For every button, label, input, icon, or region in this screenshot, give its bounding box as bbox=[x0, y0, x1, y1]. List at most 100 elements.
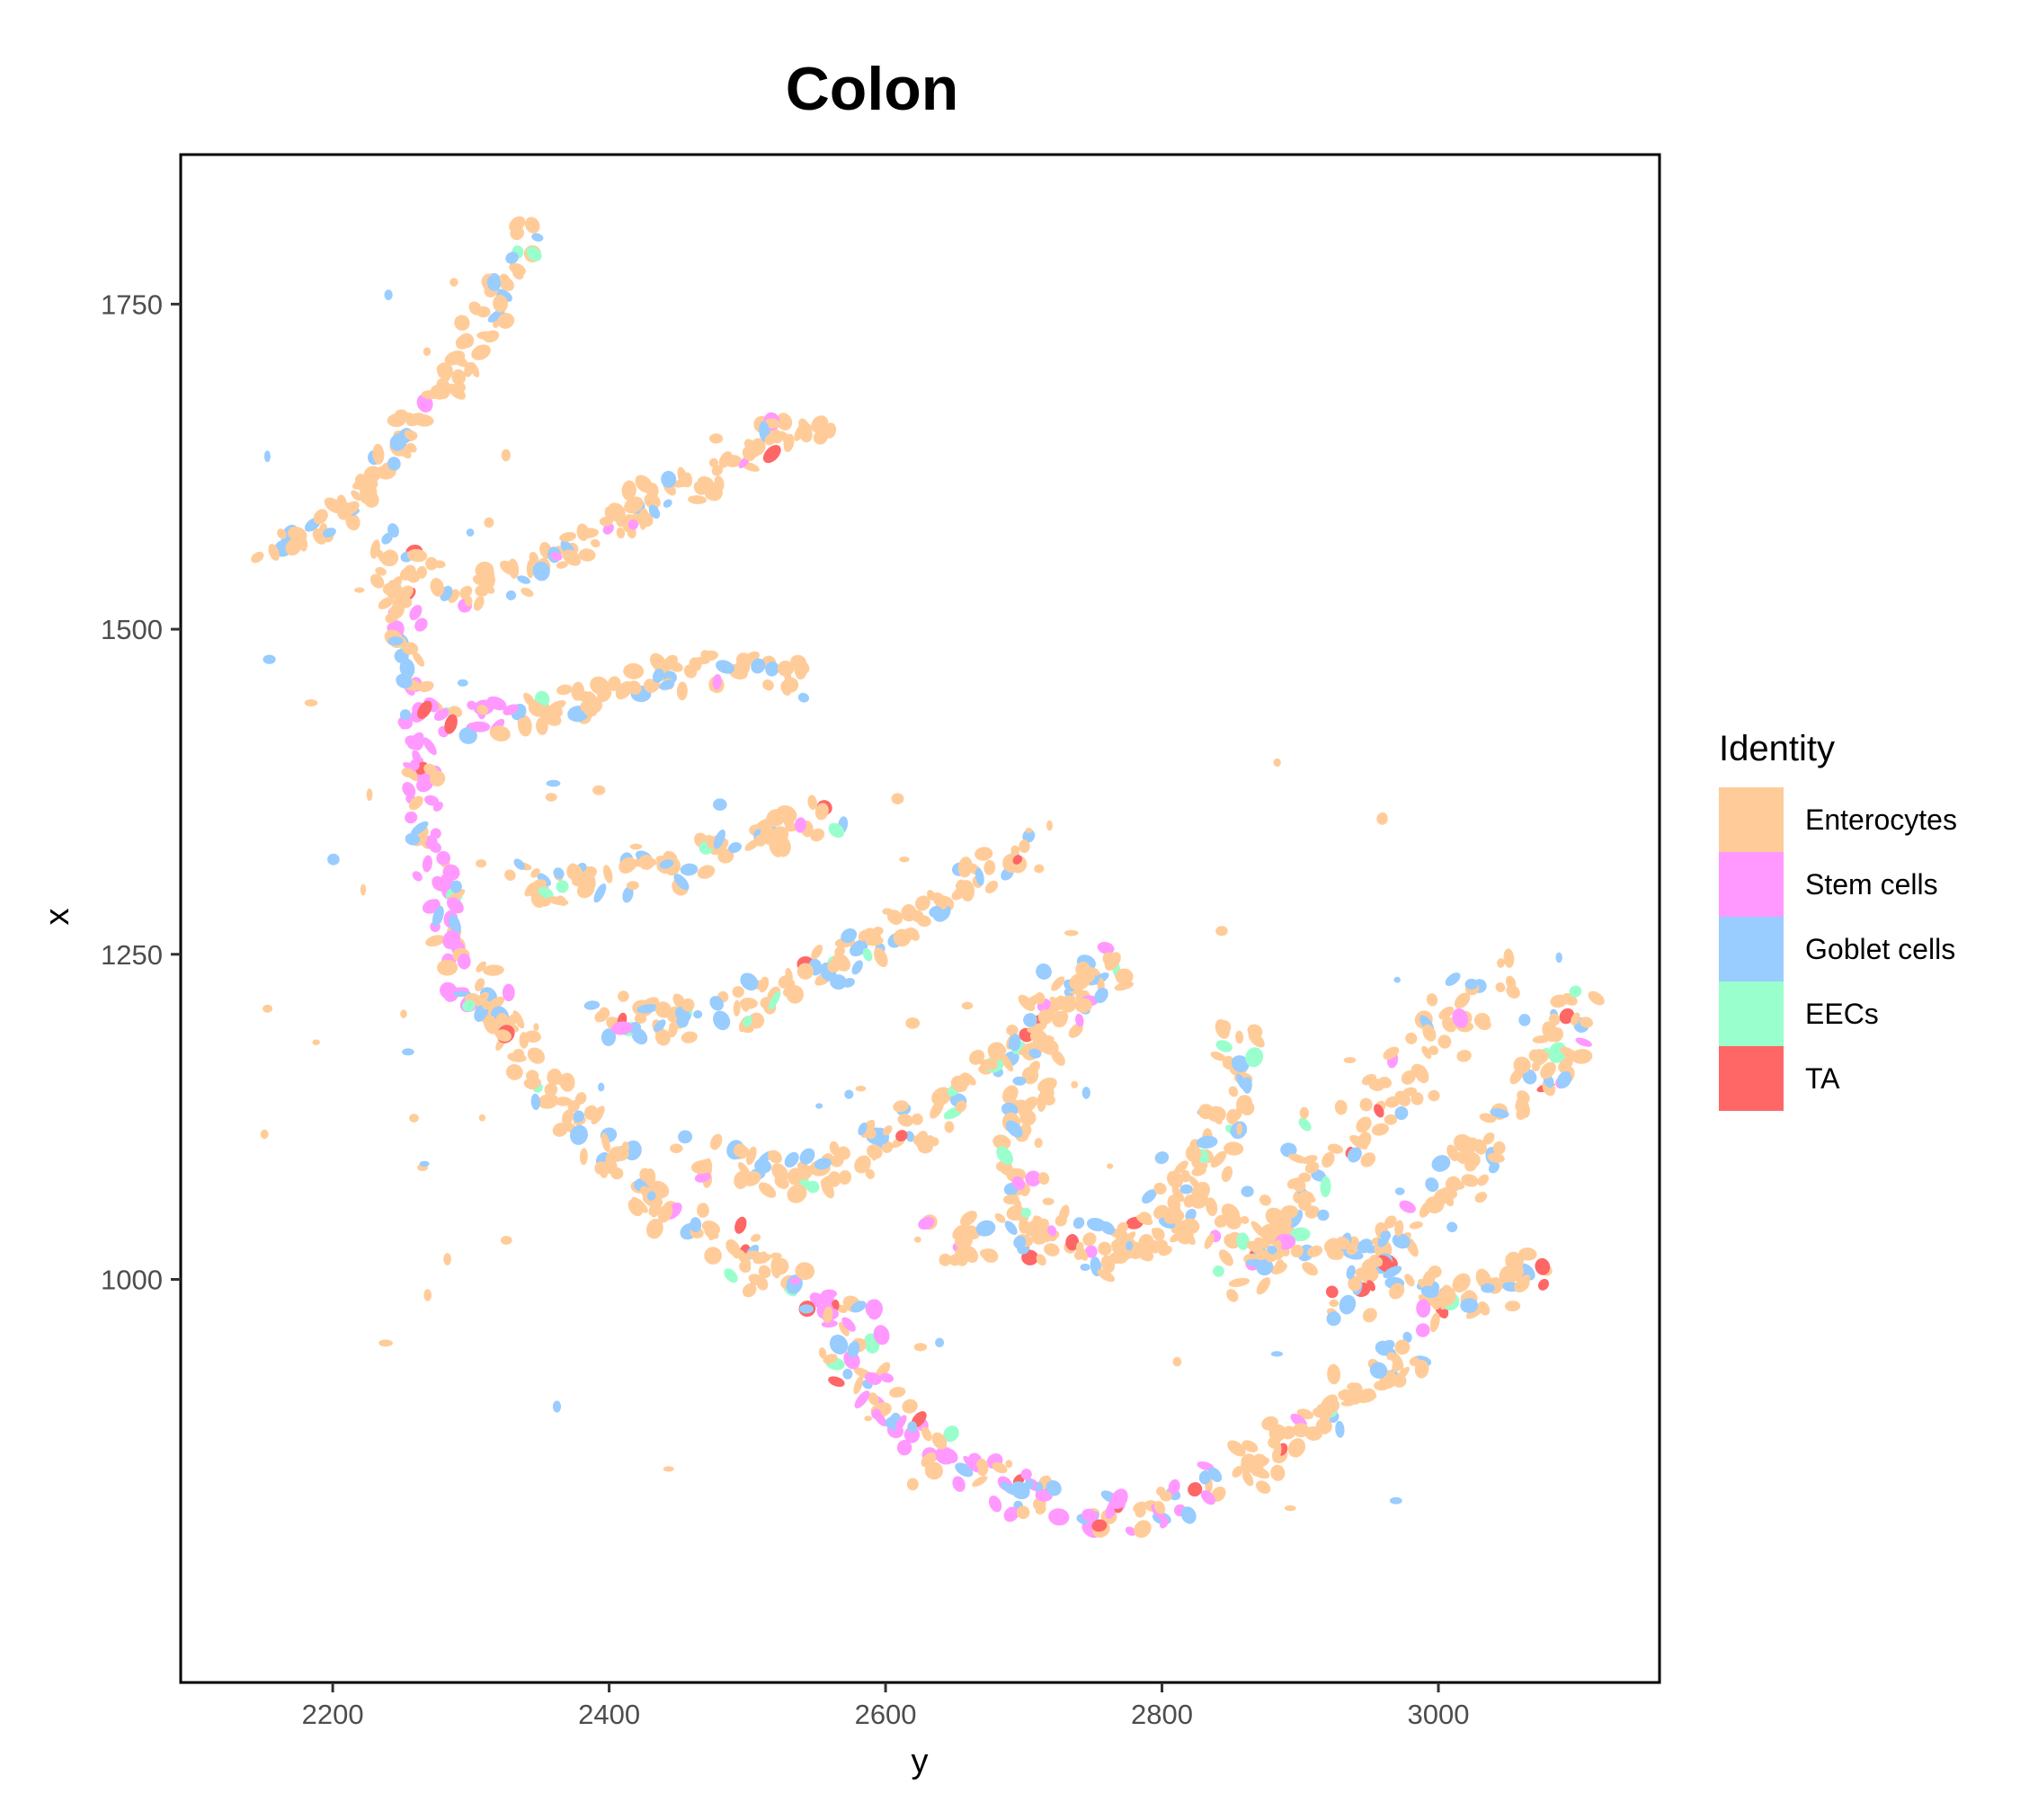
cell bbox=[975, 1458, 989, 1477]
cell bbox=[1034, 992, 1046, 1005]
cell bbox=[432, 905, 444, 927]
cell bbox=[963, 1455, 979, 1473]
cell bbox=[1063, 929, 1079, 937]
cell bbox=[1020, 1469, 1032, 1480]
cell bbox=[1204, 1233, 1215, 1249]
cell bbox=[526, 559, 535, 579]
cell bbox=[1460, 1298, 1479, 1313]
cell bbox=[399, 709, 411, 721]
cell bbox=[1452, 1008, 1469, 1028]
cell bbox=[895, 1130, 908, 1142]
cell bbox=[1170, 1230, 1187, 1243]
cell bbox=[1284, 1505, 1296, 1512]
cell bbox=[1011, 1176, 1026, 1191]
cell bbox=[701, 1221, 721, 1235]
cell bbox=[402, 1048, 414, 1056]
cell bbox=[758, 1265, 771, 1279]
cell bbox=[1073, 1250, 1084, 1260]
cell bbox=[1273, 758, 1281, 768]
cell bbox=[1394, 1366, 1410, 1382]
cell bbox=[1236, 1123, 1242, 1135]
cell bbox=[762, 679, 774, 691]
cell bbox=[1437, 1034, 1452, 1049]
cell bbox=[559, 531, 577, 542]
cell bbox=[285, 538, 302, 556]
cell bbox=[505, 252, 519, 264]
cell bbox=[748, 1274, 768, 1286]
cell bbox=[1198, 1470, 1211, 1485]
cell bbox=[702, 650, 718, 661]
cell bbox=[858, 929, 870, 942]
cell bbox=[839, 1321, 850, 1336]
cell bbox=[1172, 1356, 1182, 1367]
cell bbox=[505, 590, 517, 600]
cell bbox=[397, 715, 413, 730]
cell bbox=[1393, 976, 1401, 983]
cell bbox=[1317, 1209, 1330, 1221]
cell bbox=[529, 551, 539, 565]
cell bbox=[868, 1392, 879, 1406]
cell bbox=[905, 1131, 915, 1142]
cell bbox=[681, 998, 695, 1012]
cell bbox=[654, 1019, 666, 1032]
cell bbox=[556, 880, 569, 893]
cell bbox=[716, 660, 734, 674]
cell bbox=[396, 673, 413, 688]
cell bbox=[485, 584, 495, 594]
cell bbox=[713, 829, 725, 849]
cell bbox=[1286, 1178, 1300, 1189]
cell bbox=[1504, 1301, 1521, 1312]
cell bbox=[423, 1289, 432, 1301]
cell bbox=[1168, 1478, 1180, 1496]
cell bbox=[746, 1146, 757, 1166]
cell bbox=[979, 1248, 997, 1261]
cell bbox=[952, 1476, 966, 1492]
cell bbox=[387, 523, 399, 538]
cell bbox=[1210, 1051, 1226, 1061]
cell bbox=[537, 873, 552, 886]
cell bbox=[823, 1354, 838, 1364]
cell bbox=[1226, 1289, 1239, 1302]
cell bbox=[1371, 1123, 1389, 1136]
cell bbox=[1215, 926, 1228, 937]
cell bbox=[423, 347, 432, 357]
cell bbox=[1505, 975, 1517, 990]
cell bbox=[661, 470, 677, 488]
y-axis-title: x bbox=[39, 909, 76, 926]
cell bbox=[681, 1031, 698, 1043]
cell bbox=[524, 882, 537, 897]
cell bbox=[724, 1268, 738, 1283]
cell bbox=[417, 700, 432, 719]
cell bbox=[1071, 1080, 1079, 1088]
cell bbox=[1540, 1061, 1556, 1079]
cell bbox=[1023, 1013, 1037, 1027]
cell bbox=[513, 858, 525, 870]
cell bbox=[484, 517, 494, 528]
cell bbox=[1289, 1210, 1304, 1228]
cell bbox=[1240, 1100, 1255, 1116]
cell bbox=[1302, 1262, 1319, 1276]
cell bbox=[728, 842, 742, 853]
cell bbox=[483, 330, 500, 343]
cell bbox=[610, 1167, 624, 1180]
cell bbox=[545, 793, 557, 802]
cell bbox=[743, 1016, 752, 1027]
cell bbox=[486, 696, 507, 711]
cell bbox=[896, 1440, 912, 1456]
cell bbox=[762, 445, 781, 464]
cell bbox=[1042, 1197, 1055, 1206]
cell bbox=[579, 1148, 588, 1166]
cell bbox=[962, 1072, 976, 1086]
cell bbox=[1438, 1286, 1456, 1306]
cell bbox=[697, 865, 716, 879]
cell bbox=[865, 1168, 876, 1179]
cell bbox=[797, 692, 810, 703]
legend-label: EECs bbox=[1805, 998, 1879, 1030]
y-axis: 1000 1250 1500 1750 bbox=[101, 289, 181, 1295]
cell bbox=[709, 433, 724, 444]
cell bbox=[1100, 1255, 1116, 1274]
cell bbox=[1006, 1204, 1025, 1221]
cell bbox=[1034, 864, 1045, 874]
cell bbox=[1153, 1182, 1167, 1195]
cell bbox=[732, 986, 744, 999]
